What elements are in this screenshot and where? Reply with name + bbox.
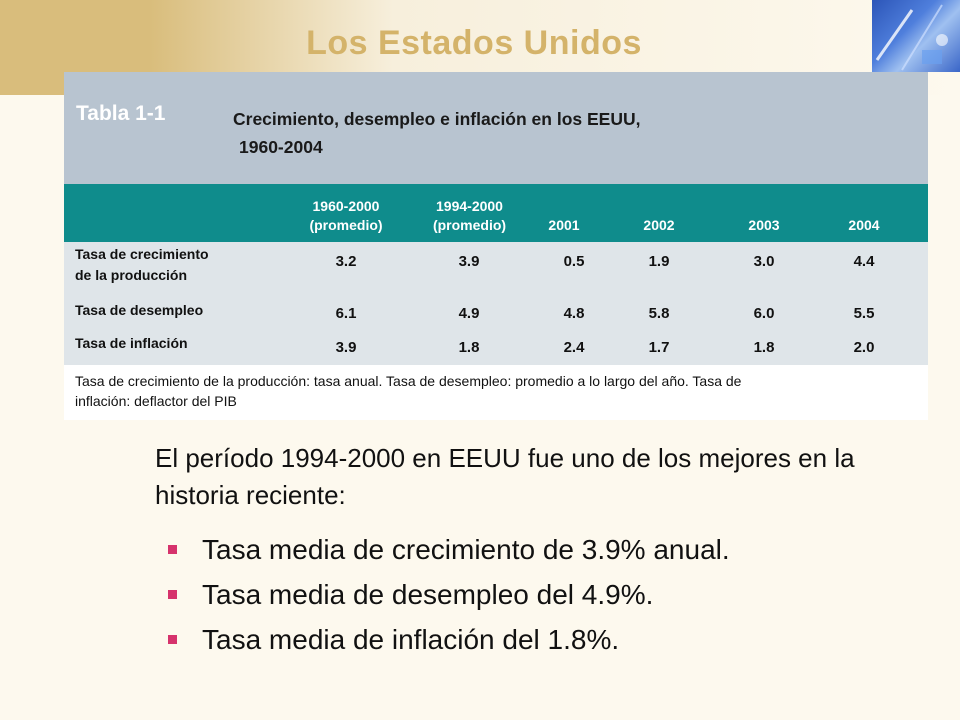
row-label: Tasa de crecimiento de la producción xyxy=(75,246,209,283)
table-cell: 3.9 xyxy=(458,253,480,270)
table-cell: 1.9 xyxy=(648,253,670,270)
column-header: 1994-2000 (promedio) xyxy=(432,197,507,234)
table-cell: 4.8 xyxy=(563,305,585,322)
column-header: 2004 xyxy=(848,217,880,234)
table-cell: 1.8 xyxy=(753,339,775,356)
table-cell: 2.0 xyxy=(853,339,875,356)
bullet-text: Tasa media de desempleo del 4.9%. xyxy=(202,578,654,610)
table-cell: 6.1 xyxy=(335,305,357,322)
column-header: 1960-2000 (promedio) xyxy=(309,197,383,234)
data-table: Tabla 1-1 Crecimiento, desempleo e infla… xyxy=(64,72,928,420)
table-cell: 2.4 xyxy=(563,339,585,356)
table-cell: 3.0 xyxy=(753,253,775,270)
table-title-line2: 1960-2004 xyxy=(239,137,323,157)
table-title-line1: Crecimiento, desempleo e inflación en lo… xyxy=(233,109,641,129)
table-cell: 5.5 xyxy=(853,305,875,322)
bullet-item: Tasa media de inflación del 1.8%. xyxy=(168,617,730,662)
intro-text: El período 1994-2000 en EEUU fue uno de … xyxy=(155,443,855,510)
bullet-text: Tasa media de inflación del 1.8%. xyxy=(202,623,620,655)
bullet-item: Tasa media de desempleo del 4.9%. xyxy=(168,572,730,617)
column-header: 2001 xyxy=(548,217,580,234)
decorative-corner-art xyxy=(872,0,960,72)
column-header: 2003 xyxy=(748,217,780,234)
table-cell: 5.8 xyxy=(648,305,670,322)
table-cell: 4.4 xyxy=(853,253,875,270)
table-cell: 6.0 xyxy=(753,305,775,322)
table-cell: 3.9 xyxy=(335,339,357,356)
slide-title: Los Estados Unidos xyxy=(306,24,642,62)
bullet-list: Tasa media de crecimiento de 3.9% anual.… xyxy=(168,527,730,662)
row-label: Tasa de inflación xyxy=(75,335,188,351)
bullet-item: Tasa media de crecimiento de 3.9% anual. xyxy=(168,527,730,572)
bullet-text: Tasa media de crecimiento de 3.9% anual. xyxy=(202,533,730,565)
table-body: Tasa de crecimiento de la producción 3.2… xyxy=(64,242,928,365)
table-cell: 4.9 xyxy=(458,305,480,322)
table-title: Crecimiento, desempleo e inflación en lo… xyxy=(233,105,640,161)
table-caption: Tabla 1-1 Crecimiento, desempleo e infla… xyxy=(64,72,928,184)
column-header: 2002 xyxy=(643,217,675,234)
row-label: Tasa de desempleo xyxy=(75,302,204,318)
square-bullet-icon xyxy=(168,635,177,644)
table-cell: 1.7 xyxy=(648,339,670,356)
square-bullet-icon xyxy=(168,545,177,554)
table-cell: 0.5 xyxy=(563,253,585,270)
table-cell: 3.2 xyxy=(335,253,357,270)
table-label: Tabla 1-1 xyxy=(76,102,166,125)
square-bullet-icon xyxy=(168,590,177,599)
table-note: Tasa de crecimiento de la producción: ta… xyxy=(75,373,742,410)
table-cell: 1.8 xyxy=(458,339,480,356)
